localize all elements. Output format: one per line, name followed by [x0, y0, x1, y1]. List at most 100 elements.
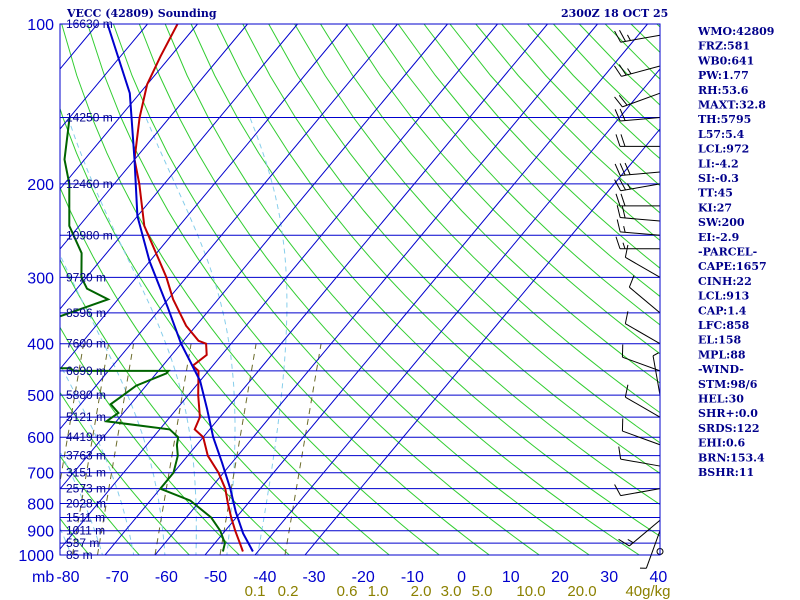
- pressure-tick-label: 1000: [18, 548, 54, 565]
- height-label: 5880 m: [66, 388, 106, 402]
- index-item: KI:27: [698, 201, 732, 214]
- pressure-tick-label: 100: [27, 17, 54, 34]
- dry-adiabat: [371, 24, 660, 326]
- barb-staff: [629, 286, 661, 314]
- temperature-line: [133, 24, 244, 552]
- barb-staff: [625, 396, 661, 418]
- barb-flag: [613, 65, 622, 77]
- barb-flag: [614, 484, 622, 496]
- mixing-ratio-label: 2.0: [411, 583, 432, 600]
- wind-barb: [616, 205, 661, 222]
- series-layer: [60, 24, 254, 552]
- temperature-tick-label: 20: [551, 569, 569, 586]
- index-item: SHR+:0.0: [698, 407, 758, 420]
- wind-barb: [614, 162, 661, 177]
- temperature-tick-label: -50: [204, 569, 227, 586]
- index-item: BRN:153.4: [698, 451, 765, 464]
- index-item: SI:-0.3: [698, 172, 739, 185]
- height-label: 2573 m: [66, 482, 106, 496]
- barb-flag: [621, 205, 626, 219]
- height-label: 7600 m: [66, 337, 106, 351]
- barb-flag: [628, 275, 635, 288]
- pressure-tick-label: 300: [27, 270, 54, 287]
- mixing-ratio-line: [72, 343, 110, 555]
- temperature-tick-label: -60: [155, 569, 178, 586]
- wind-barb: [615, 193, 660, 207]
- barb-staff: [645, 530, 661, 569]
- barb-staff: [620, 34, 661, 43]
- barb-flag: [619, 178, 626, 191]
- wind-barb: [624, 384, 661, 418]
- index-item: LCL:913: [698, 290, 749, 303]
- barb-flag: [618, 446, 622, 460]
- wind-barb: [618, 519, 661, 547]
- barb-half-flag: [627, 34, 631, 41]
- wind-barb: [639, 530, 661, 569]
- index-item: -WIND-: [698, 363, 744, 376]
- mixing-ratio-label: 3.0: [441, 583, 462, 600]
- index-item: -PARCEL-: [698, 246, 757, 259]
- barb-staff: [629, 519, 661, 547]
- dewpoint-line: [60, 117, 226, 552]
- isotherm: [60, 24, 148, 130]
- barb-staff: [625, 323, 661, 345]
- height-label: 9720 m: [66, 270, 106, 284]
- barb-staff: [620, 217, 661, 222]
- dry-adiabat: [320, 24, 660, 384]
- pressure-tick-label: 600: [27, 430, 54, 447]
- dry-adiabat: [61, 24, 441, 555]
- barb-staff: [620, 183, 661, 192]
- index-item: BSHR:11: [698, 466, 754, 479]
- index-item: FRZ:581: [698, 40, 750, 53]
- pressure-tick-label: 800: [27, 497, 54, 514]
- index-item: SRDS:122: [698, 422, 760, 435]
- barb-flag: [614, 109, 621, 122]
- index-item: STM:98/6: [698, 378, 758, 391]
- barb-flag: [615, 134, 621, 147]
- barb-staff: [620, 231, 661, 236]
- dry-adiabat: [164, 24, 641, 555]
- barb-flag: [619, 29, 626, 42]
- barb-flag: [616, 219, 621, 232]
- barb-staff: [620, 171, 661, 177]
- wind-barb: [614, 178, 661, 192]
- barb-flag: [615, 236, 621, 249]
- barb-flag: [618, 538, 630, 547]
- pressure-tick-label: 700: [27, 466, 54, 483]
- mixing-ratio-label: 1.0: [368, 583, 389, 600]
- mixing-ratio-label: 5.0: [472, 583, 493, 600]
- temperature-tick-label: -80: [56, 569, 79, 586]
- isotherm: [204, 24, 648, 555]
- dry-adiabat: [60, 258, 291, 555]
- height-label: 4419 m: [66, 430, 106, 444]
- isotherm: [304, 128, 660, 555]
- barb-half-flag: [623, 225, 626, 233]
- temperature-tick-label: 30: [600, 569, 618, 586]
- isotherm: [60, 24, 348, 370]
- barb-flag: [618, 64, 627, 76]
- height-label: 8596 m: [66, 306, 106, 320]
- index-item: EHI:0.6: [698, 437, 745, 450]
- temperature-tick-label: -40: [253, 569, 276, 586]
- wind-barb: [616, 219, 661, 236]
- index-item: TT:45: [698, 187, 733, 200]
- dry-adiabat: [397, 24, 660, 298]
- index-item: CAPE:1657: [698, 260, 767, 273]
- isotherm: [60, 24, 448, 490]
- mixing-ratio-label: 0.2: [278, 583, 299, 600]
- temperature-tick-label: 10: [502, 569, 520, 586]
- dry-adiabat: [216, 24, 660, 506]
- index-item: LI:-4.2: [698, 157, 739, 170]
- height-label: 2028 m: [66, 497, 106, 511]
- index-item: CAP:1.4: [698, 304, 747, 317]
- dry-adiabat: [268, 24, 660, 444]
- barb-flag: [624, 162, 631, 175]
- temperature-tick-label: -20: [352, 569, 375, 586]
- wind-barbs: [613, 24, 664, 569]
- chart-title: VECC (42809) Sounding: [66, 7, 217, 20]
- height-label: 3151 m: [66, 466, 106, 480]
- barb-staff: [622, 430, 661, 446]
- wind-barb: [624, 244, 661, 278]
- barb-flag: [614, 96, 623, 108]
